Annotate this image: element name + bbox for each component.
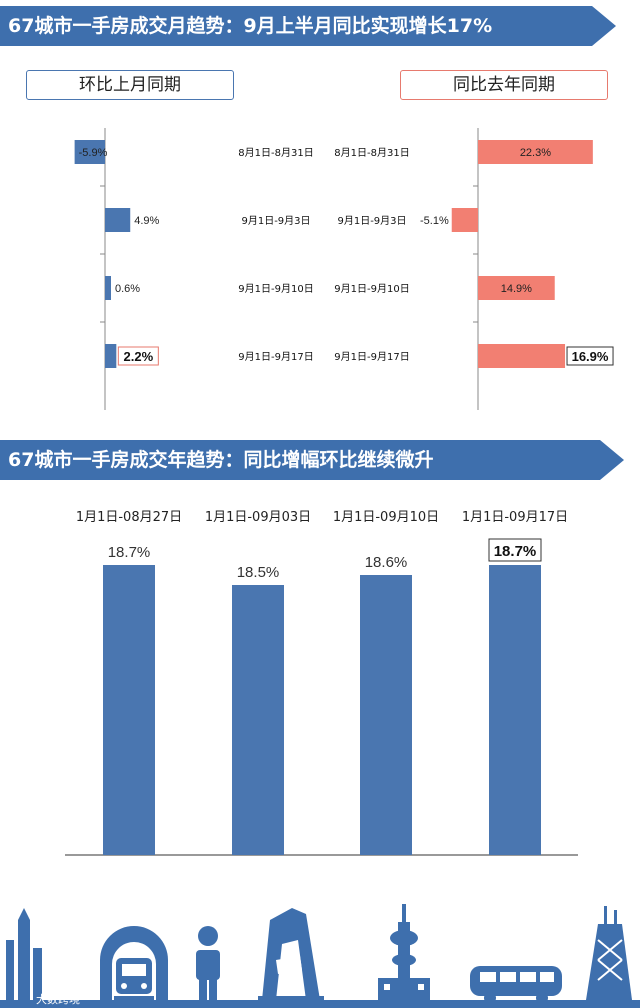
yoy-period-label: 9月1日-9月17日 bbox=[334, 351, 409, 363]
yoy-period-label: 9月1日-9月3日 bbox=[337, 215, 406, 227]
yearly-value-label: 18.7% bbox=[494, 543, 537, 560]
building-icon bbox=[258, 908, 324, 1000]
mom-period-label: 8月1日-8月31日 bbox=[238, 147, 313, 159]
yearly-value-label: 18.5% bbox=[237, 564, 280, 581]
mom-label: 0.6% bbox=[115, 283, 140, 295]
legend-yoy: 同比去年同期 bbox=[400, 70, 608, 100]
train-icon bbox=[100, 926, 168, 1000]
mom-bar bbox=[105, 208, 131, 232]
yearly-chart: 1月1日-08月27日 18.7% 1月1日-09月03日 18.5% 1月1日-09月… bbox=[65, 510, 578, 856]
bottom-banner: 67城市一手房成交年趋势：同比增幅环比继续微升 bbox=[0, 440, 624, 480]
yoy-label: 22.3% bbox=[520, 147, 551, 159]
yearly-bar bbox=[489, 565, 541, 855]
legend-mom: 环比上月同期 bbox=[26, 70, 234, 100]
skyscraper-icon bbox=[586, 906, 632, 1000]
yoy-bar bbox=[478, 344, 566, 368]
yearly-bar bbox=[103, 565, 155, 855]
yearly-category-label: 1月1日-09月03日 bbox=[205, 510, 311, 525]
watermark-text: 大数跨境 bbox=[36, 992, 80, 1006]
mom-bar bbox=[105, 344, 117, 368]
mom-period-label: 9月1日-9月10日 bbox=[238, 283, 313, 295]
yoy-bar bbox=[451, 208, 478, 232]
top-banner: 67城市一手房成交月趋势：9月上半月同比实现增长17% bbox=[0, 6, 616, 46]
mom-highlight-box bbox=[117, 346, 159, 366]
yearly-highlight-box bbox=[488, 538, 542, 562]
bus-icon bbox=[470, 966, 562, 1004]
yearly-category-label: 1月1日-08月27日 bbox=[76, 510, 182, 525]
top-banner-title: 67城市一手房成交月趋势：9月上半月同比实现增长17% bbox=[8, 15, 493, 37]
yoy-period-label: 9月1日-9月10日 bbox=[334, 283, 409, 295]
monthly-chart: -5.9% 8月1日-8月31日 8月1日-8月31日 22.3% 4.9% 9月1日-9… bbox=[74, 128, 614, 410]
yearly-value-label: 18.6% bbox=[365, 554, 408, 571]
yoy-bar bbox=[478, 140, 593, 164]
mom-period-label: 9月1日-9月17日 bbox=[238, 351, 313, 363]
yoy-bar bbox=[478, 276, 555, 300]
yearly-category-label: 1月1日-09月17日 bbox=[462, 510, 568, 525]
mom-bar bbox=[105, 276, 111, 300]
legend-mom-label: 环比上月同期 bbox=[79, 75, 181, 95]
yoy-period-label: 8月1日-8月31日 bbox=[334, 147, 409, 159]
mom-bar bbox=[74, 140, 105, 164]
tower-icon bbox=[6, 908, 42, 1000]
yearly-category-label: 1月1日-09月10日 bbox=[333, 510, 439, 525]
bottom-banner-title: 67城市一手房成交年趋势：同比增幅环比继续微升 bbox=[8, 449, 434, 471]
yoy-label: -5.1% bbox=[420, 215, 449, 227]
yearly-bar bbox=[232, 585, 284, 855]
mom-label: 2.2% bbox=[124, 349, 154, 364]
yearly-bar bbox=[360, 575, 412, 855]
yoy-highlight-box bbox=[566, 346, 614, 366]
mom-label: 4.9% bbox=[134, 215, 159, 227]
yearly-value-label: 18.7% bbox=[108, 544, 151, 561]
yoy-label: 16.9% bbox=[572, 349, 609, 364]
tv-tower-icon bbox=[378, 904, 430, 1000]
person-icon bbox=[196, 926, 220, 1000]
mom-period-label: 9月1日-9月3日 bbox=[241, 215, 310, 227]
skyline: 大数跨境 bbox=[0, 904, 640, 1008]
legend-yoy-label: 同比去年同期 bbox=[453, 75, 555, 95]
yoy-label: 14.9% bbox=[501, 283, 532, 295]
mom-label: -5.9% bbox=[79, 147, 108, 159]
